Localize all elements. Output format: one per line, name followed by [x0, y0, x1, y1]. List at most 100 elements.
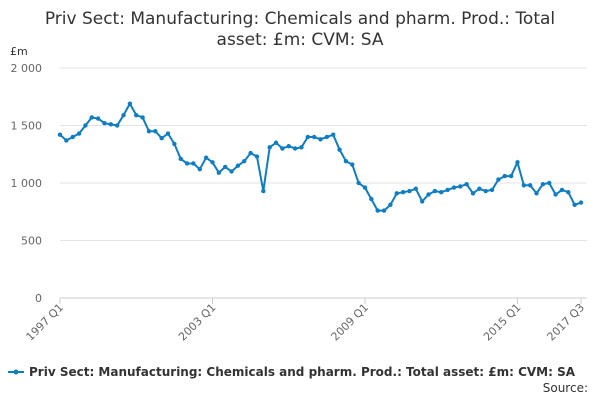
- point: [388, 202, 393, 208]
- point: [108, 122, 114, 127]
- point: [413, 186, 419, 191]
- point: [566, 190, 571, 195]
- point: [197, 167, 202, 172]
- point: [343, 158, 349, 164]
- point: [248, 150, 253, 156]
- point: [114, 123, 120, 128]
- point: [407, 188, 412, 194]
- point: [527, 183, 533, 188]
- point: [458, 184, 463, 189]
- point: [267, 145, 272, 150]
- point: [121, 112, 126, 118]
- point: [464, 181, 469, 187]
- point: [172, 141, 177, 147]
- point: [311, 134, 317, 140]
- point: [95, 116, 101, 121]
- point: [547, 180, 552, 186]
- point: [432, 188, 438, 194]
- legend-marker: [13, 369, 19, 375]
- point: [146, 129, 152, 134]
- point: [356, 180, 361, 186]
- point: [508, 173, 514, 179]
- point: [439, 190, 444, 195]
- point: [102, 121, 107, 126]
- point: [229, 169, 234, 174]
- point: [254, 154, 260, 159]
- point: [515, 160, 520, 165]
- point: [540, 181, 546, 187]
- point: [578, 200, 584, 205]
- chart-title: Priv Sect: Manufacturing: Chemicals and …: [45, 9, 555, 50]
- point: [299, 145, 304, 150]
- point: [153, 129, 158, 134]
- point: [394, 191, 399, 196]
- point: [318, 137, 323, 142]
- point: [477, 186, 482, 191]
- point: [57, 132, 63, 137]
- point: [165, 131, 171, 136]
- point: [502, 173, 507, 179]
- point: [64, 138, 69, 143]
- point: [470, 191, 476, 196]
- point: [83, 123, 88, 128]
- point: [483, 188, 488, 194]
- point: [235, 163, 241, 168]
- point: [159, 135, 164, 141]
- point: [134, 112, 139, 118]
- point: [521, 183, 527, 188]
- point: [222, 164, 228, 170]
- point: [559, 187, 565, 193]
- x-tick-label: 1997 Q1: [24, 301, 67, 344]
- point: [381, 208, 387, 213]
- y-tick-label: 500: [21, 235, 42, 248]
- line: [59, 101, 582, 212]
- point: [451, 185, 457, 190]
- y-tick-label: 0: [35, 292, 42, 305]
- x-tick-label: 2015 Q1: [481, 301, 524, 344]
- legend-label: Priv Sect: Manufacturing: Chemicals and …: [29, 365, 576, 379]
- point: [127, 101, 133, 106]
- point: [572, 202, 577, 208]
- point: [337, 147, 342, 152]
- y-axis-label: £m: [10, 45, 28, 58]
- y-tick-label: 1 500: [11, 120, 43, 133]
- point: [375, 208, 380, 213]
- point: [534, 191, 539, 196]
- point: [280, 146, 285, 151]
- point: [70, 134, 75, 140]
- source: Source:: [543, 381, 588, 395]
- point: [362, 185, 368, 190]
- point: [324, 134, 330, 140]
- x-tick-label: 2003 Q1: [176, 301, 219, 344]
- y-tick-label: 1 000: [11, 177, 43, 190]
- point: [242, 158, 247, 164]
- point: [203, 155, 209, 160]
- point: [178, 156, 183, 162]
- point: [140, 115, 145, 120]
- point: [216, 170, 222, 175]
- point: [261, 188, 266, 194]
- point: [445, 187, 450, 193]
- x-tick-label: 2009 Q1: [329, 301, 372, 344]
- point: [273, 140, 279, 145]
- x-tick-label: 2017 Q3: [545, 301, 588, 344]
- point: [489, 187, 495, 193]
- point: [331, 132, 336, 137]
- point: [184, 161, 190, 166]
- point: [419, 199, 425, 204]
- point: [89, 115, 94, 120]
- point: [286, 144, 291, 149]
- point: [76, 131, 82, 136]
- point: [496, 177, 501, 182]
- point: [292, 146, 298, 151]
- point: [191, 161, 196, 166]
- point: [305, 134, 310, 140]
- point: [210, 160, 215, 165]
- point: [400, 190, 406, 195]
- point: [426, 192, 431, 197]
- point: [369, 196, 374, 202]
- y-tick-label: 2 000: [11, 62, 43, 75]
- point: [350, 162, 355, 167]
- point: [553, 192, 558, 197]
